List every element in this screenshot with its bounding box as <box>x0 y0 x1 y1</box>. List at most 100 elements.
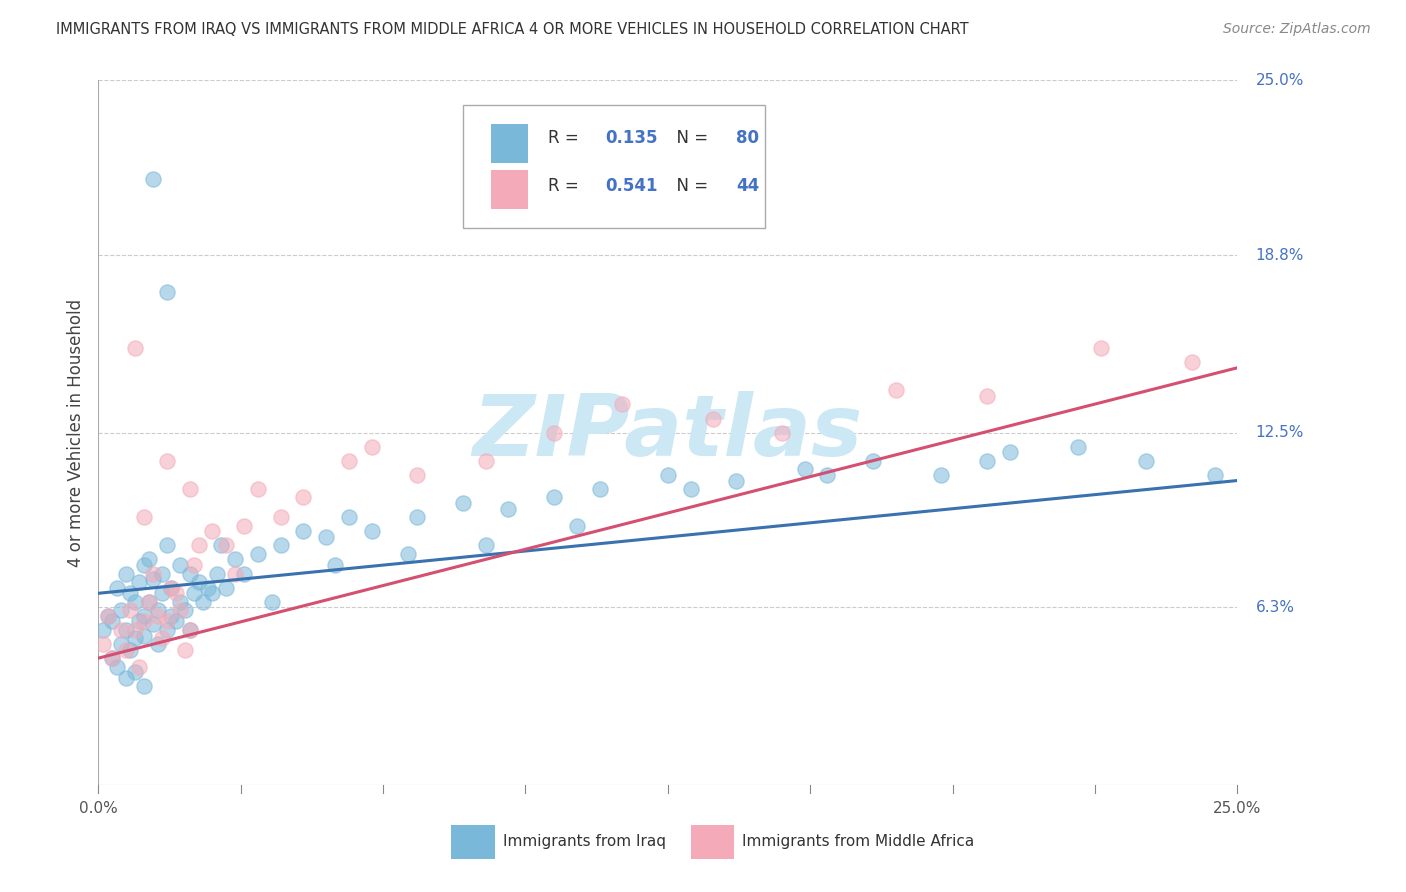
Text: 18.8%: 18.8% <box>1256 248 1303 262</box>
Point <box>451 496 474 510</box>
Point <box>165 586 187 600</box>
Point <box>174 603 197 617</box>
Point <box>770 425 793 440</box>
Point <box>197 581 219 595</box>
Point <box>124 632 146 646</box>
Point <box>138 595 160 609</box>
Point <box>246 547 269 561</box>
Point <box>124 623 146 637</box>
Point <box>260 595 283 609</box>
Point <box>91 623 114 637</box>
Point <box>160 581 183 595</box>
Point <box>179 482 201 496</box>
Text: 80: 80 <box>737 129 759 147</box>
Point <box>156 615 179 629</box>
Point <box>1135 454 1157 468</box>
Point <box>270 510 292 524</box>
Point <box>169 558 191 573</box>
Point <box>114 623 136 637</box>
Point <box>209 538 232 552</box>
Point <box>160 581 183 595</box>
Point <box>156 623 179 637</box>
Point <box>114 642 136 657</box>
Point <box>179 566 201 581</box>
Point <box>1204 467 1226 482</box>
Text: 0.541: 0.541 <box>605 177 658 195</box>
Point <box>105 659 128 673</box>
Point <box>150 586 173 600</box>
Point <box>91 637 114 651</box>
Point <box>215 538 238 552</box>
Point <box>128 574 150 589</box>
Point <box>337 510 360 524</box>
Point <box>201 524 224 539</box>
Text: N =: N = <box>665 129 713 147</box>
Point <box>160 608 183 623</box>
Point <box>233 566 256 581</box>
Text: 25.0%: 25.0% <box>1256 73 1303 87</box>
Point <box>543 425 565 440</box>
FancyBboxPatch shape <box>451 825 495 859</box>
Point <box>702 411 724 425</box>
Point <box>132 679 155 693</box>
Point <box>187 574 209 589</box>
Point <box>132 615 155 629</box>
Text: R =: R = <box>548 177 585 195</box>
Point <box>233 518 256 533</box>
Point <box>215 581 238 595</box>
Point <box>929 467 952 482</box>
Point <box>976 454 998 468</box>
Text: Immigrants from Iraq: Immigrants from Iraq <box>503 834 665 849</box>
FancyBboxPatch shape <box>491 169 527 209</box>
Point <box>179 623 201 637</box>
Point <box>132 510 155 524</box>
Point <box>169 595 191 609</box>
Point <box>315 530 337 544</box>
Point <box>124 595 146 609</box>
Point <box>101 651 124 665</box>
Point <box>725 474 748 488</box>
Point <box>884 384 907 398</box>
Point <box>120 586 142 600</box>
Point <box>976 389 998 403</box>
Point <box>612 397 634 411</box>
Point <box>146 637 169 651</box>
Point <box>96 608 118 623</box>
Point <box>793 462 815 476</box>
Point <box>132 558 155 573</box>
Point <box>543 491 565 505</box>
Point <box>679 482 702 496</box>
Point <box>1090 341 1112 355</box>
FancyBboxPatch shape <box>463 105 765 228</box>
Point <box>183 558 205 573</box>
Point <box>224 552 246 566</box>
Text: R =: R = <box>548 129 585 147</box>
Point <box>337 454 360 468</box>
Point <box>142 572 165 586</box>
Point <box>146 608 169 623</box>
Point <box>406 510 429 524</box>
Point <box>396 547 419 561</box>
Point <box>292 524 315 539</box>
Point <box>1181 355 1204 369</box>
Point <box>110 637 132 651</box>
Point <box>270 538 292 552</box>
Point <box>174 642 197 657</box>
Point <box>138 552 160 566</box>
Point <box>120 642 142 657</box>
Point <box>292 491 315 505</box>
Point <box>101 615 124 629</box>
Point <box>246 482 269 496</box>
Point <box>156 538 179 552</box>
Point <box>323 558 346 573</box>
Point <box>114 671 136 685</box>
Point <box>588 482 610 496</box>
Point <box>169 603 191 617</box>
Point <box>128 615 150 629</box>
Text: IMMIGRANTS FROM IRAQ VS IMMIGRANTS FROM MIDDLE AFRICA 4 OR MORE VEHICLES IN HOUS: IMMIGRANTS FROM IRAQ VS IMMIGRANTS FROM … <box>56 22 969 37</box>
Point <box>193 595 215 609</box>
Text: N =: N = <box>665 177 713 195</box>
Text: ZIPatlas: ZIPatlas <box>472 391 863 475</box>
FancyBboxPatch shape <box>491 124 527 162</box>
Point <box>998 445 1021 459</box>
